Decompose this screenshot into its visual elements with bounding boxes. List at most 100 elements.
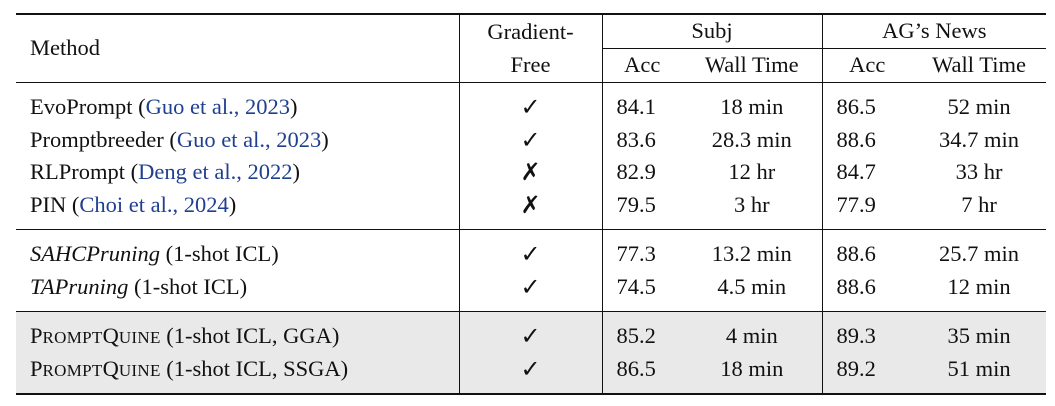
ag-acc-cell: 88.6 bbox=[821, 270, 913, 303]
ag-time-cell: 25.7 min bbox=[939, 241, 1020, 266]
ag-acc-cell: 77.9 bbox=[821, 188, 913, 221]
citation-close: ) bbox=[321, 126, 329, 152]
method-cell: PROMPTQUINE (1-shot ICL, SSGA) bbox=[16, 352, 459, 385]
method-cell: PIN (Choi et al., 2024) bbox=[16, 189, 459, 222]
method-name: SAHCPruning bbox=[30, 241, 161, 266]
method-cell: TAPruning (1-shot ICL) bbox=[16, 271, 459, 304]
subj-time-cell: 4.5 min bbox=[717, 273, 787, 299]
results-table: Method Gradient- Subj AG’s News Free Acc… bbox=[16, 13, 1047, 395]
group-3-spacer bbox=[16, 311, 1047, 320]
citation-open: ( bbox=[125, 159, 139, 184]
check-icon: ✓ bbox=[458, 352, 602, 385]
ag-acc-cell: 89.2 bbox=[821, 352, 913, 385]
table-row: RLPrompt (Deng et al., 2022) ✗ 82.9 12 h… bbox=[16, 156, 1046, 189]
group-2-spacer bbox=[16, 229, 1047, 238]
citation-link[interactable]: Choi et al., 2024 bbox=[79, 191, 229, 217]
method-cell: RLPrompt (Deng et al., 2022) bbox=[16, 156, 459, 189]
citation-open: ( bbox=[163, 126, 177, 152]
ag-time-cell: 34.7 min bbox=[939, 126, 1020, 152]
citation-open: ( bbox=[132, 94, 146, 119]
subj-acc-cell: 85.2 bbox=[601, 320, 682, 353]
check-icon: ✓ bbox=[458, 123, 602, 156]
method-cell: EvoPrompt (Guo et al., 2023) bbox=[16, 91, 459, 124]
gradient-free-header-line2: Free bbox=[458, 48, 602, 83]
table-row: Promptbreeder (Guo et al., 2023) ✓ 83.6 … bbox=[16, 123, 1046, 157]
method-name: Promptbreeder bbox=[30, 126, 164, 152]
subj-acc-cell: 79.5 bbox=[601, 188, 682, 221]
method-suffix: (1-shot ICL, SSGA) bbox=[160, 355, 349, 381]
group-2-bottom-spacer bbox=[16, 303, 1046, 312]
citation-close: ) bbox=[228, 191, 237, 217]
method-name-rompt: ROMPT bbox=[42, 360, 103, 380]
header-row-2: Free Acc Wall Time Acc Wall Time bbox=[16, 48, 1046, 83]
table-row: PROMPTQUINE (1-shot ICL, GGA) ✓ 85.2 4 m… bbox=[16, 320, 1047, 353]
method-name: EvoPrompt bbox=[30, 94, 133, 119]
subj-acc-cell: 83.6 bbox=[601, 123, 682, 156]
header-row-1: Method Gradient- Subj AG’s News bbox=[16, 13, 1047, 83]
ag-acc-header: Acc bbox=[821, 48, 913, 83]
check-icon: ✓ bbox=[458, 91, 602, 124]
method-header: Method bbox=[16, 13, 459, 83]
method-name: RLPrompt bbox=[30, 159, 126, 184]
citation-link[interactable]: Guo et al., 2023 bbox=[176, 126, 322, 152]
method-name-q: Q bbox=[102, 355, 119, 381]
method-name-p: P bbox=[30, 323, 43, 348]
subj-acc-header: Acc bbox=[601, 48, 682, 83]
citation-link[interactable]: Deng et al., 2022 bbox=[138, 159, 293, 184]
method-name-uine: UINE bbox=[118, 328, 161, 347]
group-1-bottom-spacer bbox=[16, 221, 1046, 230]
ag-time-cell: 12 min bbox=[947, 273, 1011, 299]
ag-acc-cell: 89.3 bbox=[821, 320, 913, 353]
ag-time-cell: 33 hr bbox=[955, 159, 1003, 184]
check-icon: ✓ bbox=[458, 238, 602, 271]
subj-time-cell: 12 hr bbox=[728, 159, 776, 184]
ag-acc-cell: 86.5 bbox=[821, 91, 913, 124]
ag-acc-cell: 84.7 bbox=[821, 156, 913, 189]
citation-open: ( bbox=[66, 191, 80, 217]
ag-time-cell: 7 hr bbox=[961, 191, 997, 217]
ag-wall-time-header: Wall Time bbox=[932, 52, 1026, 78]
group-3-bottom-spacer bbox=[16, 385, 1047, 395]
subj-header: Subj bbox=[601, 13, 823, 49]
subj-time-cell: 3 hr bbox=[733, 191, 770, 217]
method-cell: Promptbreeder (Guo et al., 2023) bbox=[16, 124, 459, 157]
method-cell: PROMPTQUINE (1-shot ICL, GGA) bbox=[16, 320, 459, 353]
method-name-p: P bbox=[30, 355, 43, 381]
subj-acc-cell: 86.5 bbox=[601, 352, 682, 385]
subj-acc-cell: 82.9 bbox=[601, 156, 682, 189]
method-name-uine: UINE bbox=[118, 360, 161, 380]
cross-icon: ✗ bbox=[458, 156, 602, 189]
subj-time-cell: 13.2 min bbox=[711, 241, 792, 266]
table-row: PIN (Choi et al., 2024) ✗ 79.5 3 hr 77.9… bbox=[16, 188, 1046, 222]
method-suffix: (1-shot ICL) bbox=[128, 273, 248, 299]
subj-acc-cell: 77.3 bbox=[601, 238, 682, 271]
ag-news-header: AG’s News bbox=[821, 13, 1047, 49]
citation-close: ) bbox=[290, 94, 298, 119]
ag-time-cell: 51 min bbox=[912, 352, 1047, 385]
ag-acc-cell: 88.6 bbox=[821, 238, 913, 271]
table-row: TAPruning (1-shot ICL) ✓ 74.5 4.5 min 88… bbox=[16, 270, 1046, 304]
table-row: SAHCPruning (1-shot ICL) ✓ 77.3 13.2 min… bbox=[16, 238, 1046, 271]
method-name: TAPruning bbox=[30, 273, 129, 299]
ag-acc-cell: 88.6 bbox=[821, 123, 913, 156]
method-name-q: Q bbox=[102, 323, 119, 348]
ag-time-cell: 35 min bbox=[912, 320, 1047, 353]
gradient-free-header-line1: Gradient- bbox=[458, 13, 602, 49]
group-1-spacer bbox=[16, 82, 1047, 91]
ag-time-cell: 52 min bbox=[947, 94, 1011, 119]
table-row: PROMPTQUINE (1-shot ICL, SSGA) ✓ 86.5 18… bbox=[16, 352, 1047, 385]
subj-time-cell: 18 min bbox=[720, 94, 784, 119]
method-name: PIN bbox=[30, 191, 67, 217]
method-suffix: (1-shot ICL, GGA) bbox=[160, 323, 340, 348]
subj-time-cell: 28.3 min bbox=[711, 126, 792, 152]
table-row: EvoPrompt (Guo et al., 2023) ✓ 84.1 18 m… bbox=[16, 91, 1046, 124]
method-name-rompt: ROMPT bbox=[42, 328, 103, 347]
subj-time-cell: 18 min bbox=[682, 352, 823, 385]
subj-acc-cell: 84.1 bbox=[601, 91, 682, 124]
method-cell: SAHCPruning (1-shot ICL) bbox=[16, 238, 459, 271]
subj-acc-cell: 74.5 bbox=[601, 270, 682, 303]
subj-time-cell: 4 min bbox=[682, 320, 823, 353]
check-icon: ✓ bbox=[458, 320, 602, 353]
citation-link[interactable]: Guo et al., 2023 bbox=[145, 94, 290, 119]
check-icon: ✓ bbox=[458, 270, 602, 303]
